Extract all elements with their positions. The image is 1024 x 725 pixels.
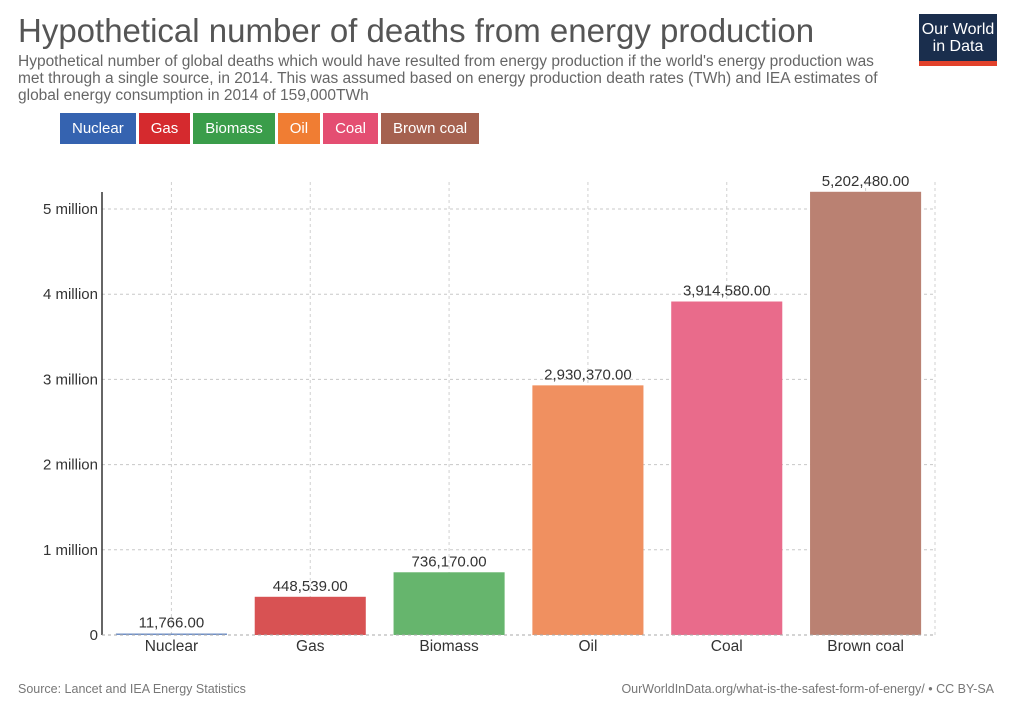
x-tick-label-brown-coal: Brown coal bbox=[827, 638, 904, 655]
bar-gas bbox=[254, 596, 366, 635]
x-tick-label-coal: Coal bbox=[711, 638, 743, 655]
logo-line-2: in Data bbox=[932, 38, 984, 55]
legend-item-biomass[interactable]: Biomass bbox=[193, 113, 275, 144]
logo-line-1: Our World bbox=[921, 21, 995, 38]
value-label-gas: 448,539.00 bbox=[273, 578, 348, 595]
chart-subtitle: Hypothetical number of global deaths whi… bbox=[18, 53, 878, 104]
bar-nuclear bbox=[115, 633, 227, 635]
value-label-nuclear: 11,766.00 bbox=[139, 615, 205, 632]
value-label-oil: 2,930,370.00 bbox=[544, 366, 632, 383]
y-tick-label: 4 million bbox=[43, 286, 98, 303]
x-tick-label-oil: Oil bbox=[578, 638, 597, 655]
value-label-coal: 3,914,580.00 bbox=[683, 283, 771, 300]
bar-oil bbox=[532, 385, 644, 635]
x-tick-label-gas: Gas bbox=[296, 638, 325, 655]
legend-item-brown-coal[interactable]: Brown coal bbox=[380, 113, 480, 144]
value-label-brown-coal: 5,202,480.00 bbox=[822, 173, 910, 190]
chart-title: Hypothetical number of deaths from energ… bbox=[18, 12, 815, 49]
y-tick-label: 0 bbox=[90, 627, 98, 644]
y-tick-label: 3 million bbox=[43, 371, 98, 388]
y-tick-label: 1 million bbox=[43, 542, 98, 559]
x-tick-label-nuclear: Nuclear bbox=[145, 638, 198, 655]
y-tick-label: 2 million bbox=[43, 457, 98, 474]
bar-coal bbox=[671, 301, 783, 635]
bar-biomass bbox=[393, 572, 505, 635]
bar-brown-coal bbox=[810, 191, 922, 635]
legend-item-gas[interactable]: Gas bbox=[138, 113, 191, 144]
y-tick-label: 5 million bbox=[43, 201, 98, 218]
owid-logo[interactable]: Our World in Data bbox=[919, 14, 997, 66]
source-note: Source: Lancet and IEA Energy Statistics bbox=[18, 682, 246, 696]
value-label-biomass: 736,170.00 bbox=[412, 553, 487, 570]
legend: Nuclear Gas Biomass Oil Coal Brown coal bbox=[60, 113, 480, 144]
source-url[interactable]: OurWorldInData.org/what-is-the-safest-fo… bbox=[621, 682, 994, 696]
x-tick-label-biomass: Biomass bbox=[419, 638, 479, 655]
legend-item-oil[interactable]: Oil bbox=[277, 113, 321, 144]
legend-item-nuclear[interactable]: Nuclear bbox=[60, 113, 136, 144]
legend-item-coal[interactable]: Coal bbox=[323, 113, 378, 144]
